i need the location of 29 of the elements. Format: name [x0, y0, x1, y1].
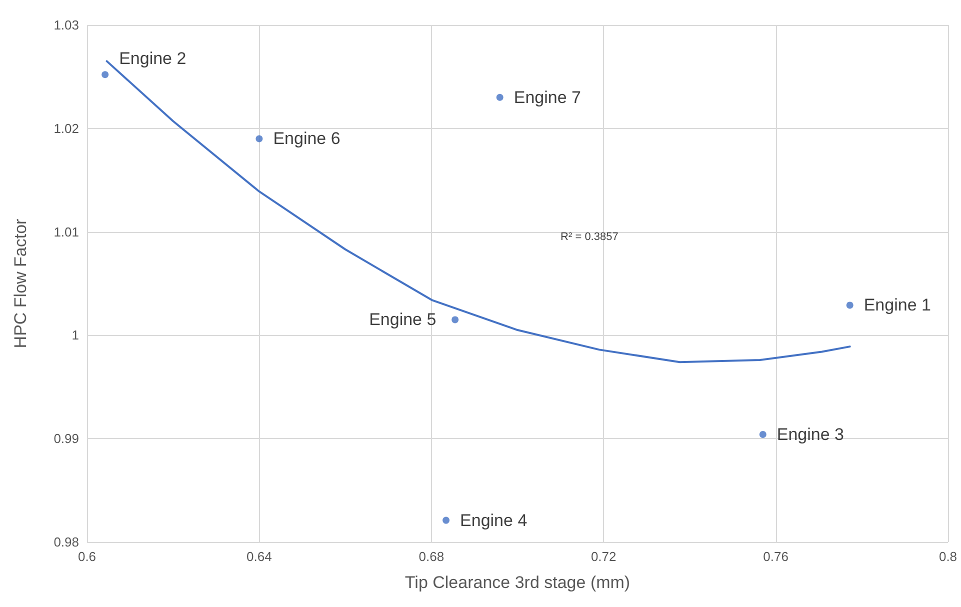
y-tick-label: 0.98 [54, 534, 79, 550]
x-tick-label: 0.6 [78, 549, 96, 564]
y-tick-label: 1.03 [54, 18, 79, 32]
point [452, 316, 459, 324]
annotation: Engine 7 [514, 88, 581, 107]
point [442, 516, 450, 524]
x-tick-label: 0.8 [938, 549, 958, 564]
y-tick-label: 1.01 [54, 224, 79, 240]
x-tick-label: 0.76 [763, 549, 788, 564]
annotation: R² = 0.3857 [560, 230, 618, 243]
annotation: Engine 2 [119, 49, 186, 68]
y-tick-label: 0.99 [54, 431, 79, 446]
annotation: Engine 1 [864, 296, 931, 315]
point [759, 430, 766, 438]
y-tick-label: 1 [72, 328, 79, 343]
point [846, 302, 854, 309]
y-tick-label: 1.02 [54, 120, 79, 136]
annotation: Engine 6 [273, 129, 340, 148]
x-tick-label: 0.72 [590, 549, 616, 564]
annotation: Engine 3 [776, 424, 844, 444]
annotation: Engine 5 [369, 310, 436, 330]
x-tick-label: 0.64 [246, 549, 272, 564]
y-axis-title: HPC Flow Factor [11, 218, 30, 348]
point [256, 135, 263, 142]
point [496, 94, 504, 101]
x-tick-label: 0.68 [418, 549, 444, 564]
x-axis-title: Tip Clearance 3rd stage (mm) [404, 573, 630, 592]
point [102, 71, 109, 78]
annotation: Engine 4 [460, 510, 528, 530]
